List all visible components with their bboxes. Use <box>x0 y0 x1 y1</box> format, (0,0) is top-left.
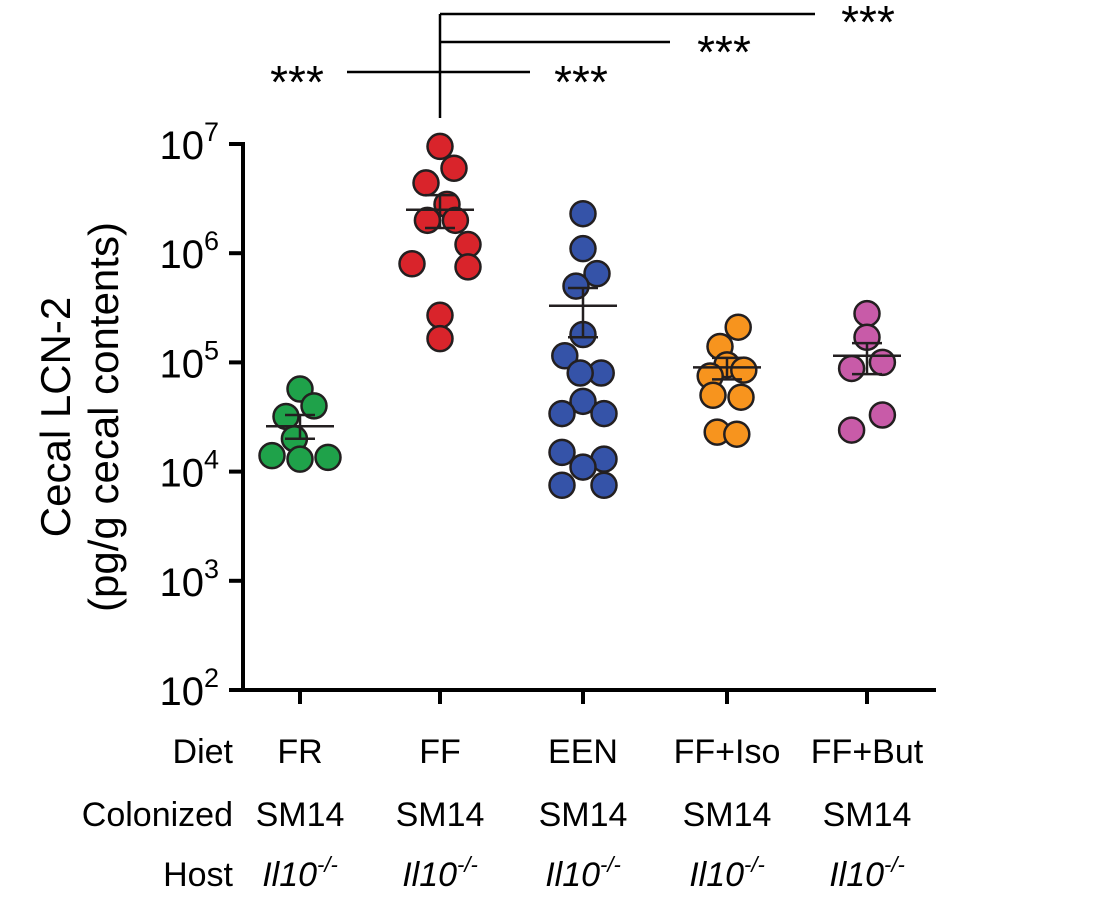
data-point <box>440 154 468 182</box>
diet-label: FF+Iso <box>674 733 781 771</box>
y-tick-label: 104 <box>159 445 219 496</box>
y-tick-label: 106 <box>159 226 219 277</box>
y-axis-ticks: 102 103 104 105 106 107 <box>159 117 243 714</box>
significance-brackets: *** *** *** *** <box>270 0 895 118</box>
row-label-host: Host <box>163 856 233 894</box>
colonized-label: SM14 <box>683 796 772 834</box>
data-point <box>569 453 597 481</box>
data-point <box>723 420 751 448</box>
y-axis-title-line2: (pg/g cecal contents) <box>80 222 127 612</box>
y-axis-title-line1: Cecal LCN-2 <box>32 297 79 537</box>
data-point <box>548 399 576 428</box>
data-point <box>441 206 470 235</box>
diet-label: FF <box>419 733 461 771</box>
data-point <box>566 359 594 387</box>
row-label-diet: Diet <box>173 733 234 771</box>
host-label: Il10-/- <box>262 852 338 894</box>
significance-label: *** <box>554 56 608 108</box>
data-point <box>548 471 576 499</box>
y-tick-label: 102 <box>159 663 219 714</box>
data-point <box>314 443 342 472</box>
data-point <box>454 253 482 281</box>
colonized-label: SM14 <box>539 796 628 834</box>
y-tick-label: 107 <box>159 117 219 168</box>
data-point <box>730 356 758 384</box>
data-point <box>727 383 755 411</box>
mean-sem-bars <box>266 193 901 440</box>
data-point <box>569 199 597 228</box>
data-point <box>426 132 454 161</box>
significance-label: *** <box>841 0 895 48</box>
host-label: Il10-/- <box>545 852 621 894</box>
host-label: Il10-/- <box>402 852 478 894</box>
colonized-label: SM14 <box>256 796 345 834</box>
data-point <box>300 392 328 420</box>
data-point <box>724 313 752 341</box>
significance-label: *** <box>697 26 751 78</box>
data-point <box>837 354 866 383</box>
data-point <box>868 348 897 377</box>
x-axis-labels: Diet Colonized Host FR SM14 Il10-/- FF SM14 Il10… <box>82 733 924 894</box>
data-point <box>569 234 597 263</box>
significance-label: *** <box>270 56 324 108</box>
data-point <box>868 401 897 429</box>
data-point <box>258 441 286 470</box>
data-point <box>590 399 618 428</box>
data-point <box>398 250 426 278</box>
data-point <box>853 299 881 328</box>
data-point <box>426 324 454 353</box>
data-point <box>426 301 454 330</box>
data-point <box>583 259 611 288</box>
diet-label: FR <box>277 733 322 771</box>
data-point <box>551 342 579 370</box>
data-points <box>258 132 897 499</box>
data-point <box>699 381 727 410</box>
y-tick-label: 103 <box>159 554 219 605</box>
data-point <box>590 471 618 499</box>
data-point <box>837 416 866 444</box>
colonized-label: SM14 <box>823 796 912 834</box>
axes <box>241 142 936 704</box>
row-label-colonized: Colonized <box>82 796 233 834</box>
data-point <box>412 169 440 197</box>
host-label: Il10-/- <box>829 852 905 894</box>
y-tick-label: 105 <box>159 335 219 386</box>
host-label: Il10-/- <box>689 852 765 894</box>
y-axis-label: Cecal LCN-2 (pg/g cecal contents) <box>32 222 127 612</box>
diet-label: FF+But <box>811 733 924 771</box>
diet-label: EEN <box>548 733 618 771</box>
data-point <box>569 387 597 416</box>
data-point <box>286 445 314 473</box>
data-point <box>562 272 590 300</box>
data-point <box>548 438 576 467</box>
colonized-label: SM14 <box>396 796 485 834</box>
